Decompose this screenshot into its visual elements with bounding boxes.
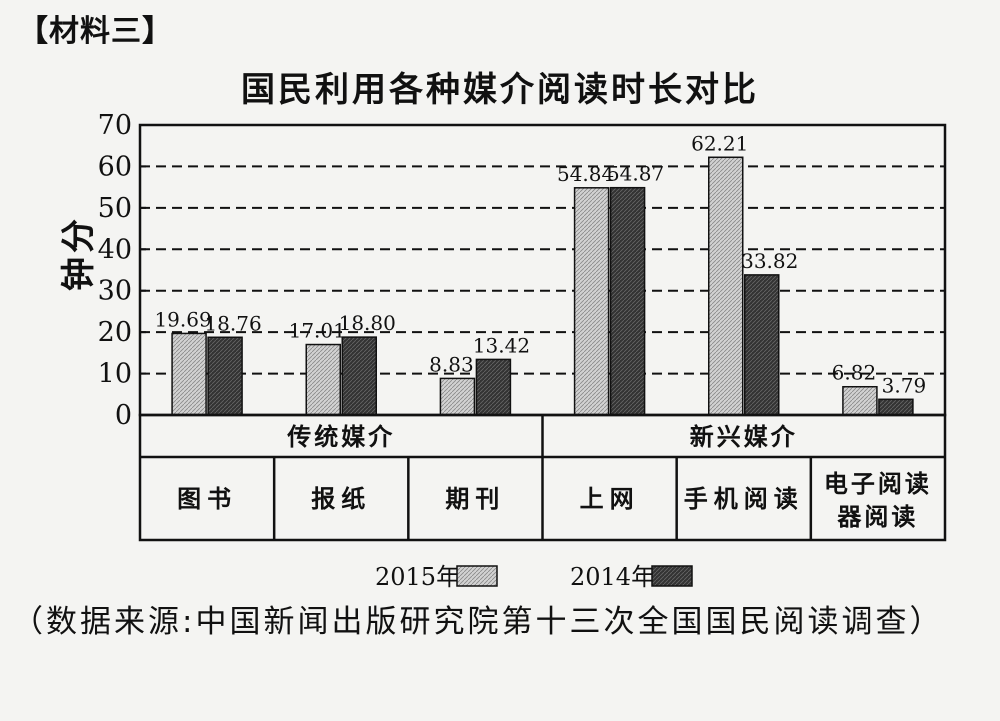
bar-2015-4 [708, 156, 744, 416]
y-tick-label: 0 [115, 400, 132, 431]
y-tick-label: 60 [98, 151, 132, 182]
chart-title: 国民利用各种媒介阅读时长对比 [241, 70, 759, 110]
group-label: 新兴媒介 [690, 422, 798, 451]
source-note: （数据来源:中国新闻出版研究院第十三次全国国民阅读调查） [12, 604, 944, 640]
category-label: 上网 [580, 484, 640, 513]
bar-2014-1 [341, 336, 377, 416]
legend-label: 2015年 [375, 563, 460, 591]
y-tick-label: 70 [98, 110, 132, 141]
category-label: 图书 [177, 484, 237, 513]
data-label: 19.69 [154, 307, 211, 331]
y-tick-label: 50 [98, 193, 132, 224]
bar-2015-3 [573, 187, 610, 416]
category-label: 报纸 [311, 484, 371, 513]
data-label: 8.83 [429, 352, 474, 376]
bar-2014-2 [475, 358, 512, 416]
y-axis-label: 分 [59, 219, 99, 253]
legend-swatch [456, 565, 498, 587]
data-label: 62.21 [691, 131, 748, 155]
data-label: 18.80 [339, 311, 396, 335]
data-label: 3.79 [882, 373, 927, 397]
bar-2014-0 [207, 336, 243, 416]
y-axis-label: 钟 [59, 257, 99, 291]
legend-swatch [651, 565, 693, 587]
category-label: 手机阅读 [684, 484, 804, 513]
legend-label: 2014年 [570, 563, 655, 591]
category-label: 电子阅读器阅读 [824, 469, 932, 531]
data-label: 6.82 [832, 361, 877, 385]
data-label: 18.76 [204, 311, 261, 335]
data-label: 33.82 [741, 249, 798, 273]
bar-2015-0 [171, 332, 207, 416]
category-label: 期刊 [445, 484, 505, 513]
y-tick-label: 10 [98, 359, 132, 390]
y-tick-label: 30 [98, 276, 132, 307]
section-label: 【材料三】 [18, 14, 173, 49]
bar-2014-5 [878, 398, 914, 416]
data-label: 54.84 [557, 162, 614, 186]
bar-2015-1 [305, 343, 341, 416]
bar-2014-4 [744, 274, 780, 416]
bar-2015-5 [842, 385, 878, 416]
data-label: 13.42 [473, 333, 530, 357]
data-label: 17.01 [289, 319, 346, 343]
bar-2015-2 [439, 377, 476, 416]
y-tick-label: 40 [98, 234, 132, 265]
plot-frame [138, 123, 947, 417]
group-label: 传统媒介 [286, 422, 395, 451]
y-tick-label: 20 [98, 317, 132, 348]
data-label: 54.87 [607, 162, 664, 186]
bar-2014-3 [609, 186, 646, 416]
